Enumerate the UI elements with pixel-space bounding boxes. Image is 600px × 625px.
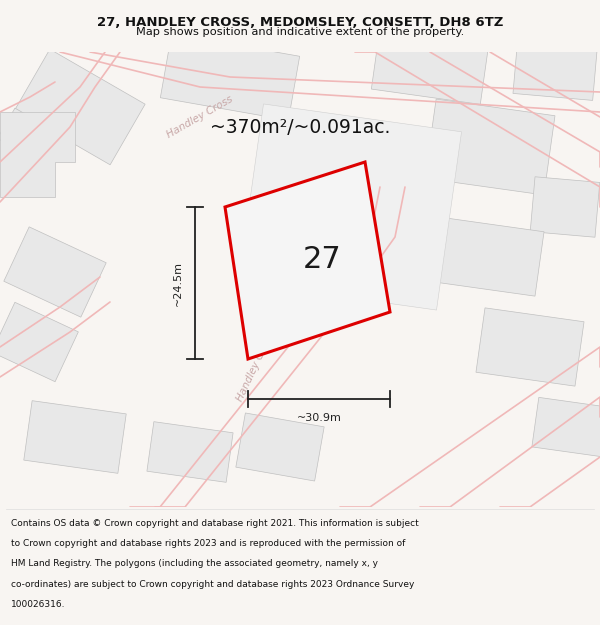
Text: 27: 27: [302, 246, 341, 274]
Polygon shape: [530, 177, 600, 238]
Text: Map shows position and indicative extent of the property.: Map shows position and indicative extent…: [136, 28, 464, 38]
Text: ~370m²/~0.091ac.: ~370m²/~0.091ac.: [210, 118, 390, 137]
Polygon shape: [238, 104, 461, 310]
Text: ~30.9m: ~30.9m: [296, 413, 341, 423]
Polygon shape: [160, 34, 299, 120]
Polygon shape: [4, 227, 106, 317]
Polygon shape: [425, 99, 555, 195]
Polygon shape: [532, 398, 600, 457]
Polygon shape: [236, 413, 324, 481]
Polygon shape: [0, 112, 75, 197]
Text: Handley Cross: Handley Cross: [235, 331, 275, 403]
Text: ~24.5m: ~24.5m: [173, 261, 183, 306]
Text: 27, HANDLEY CROSS, MEDOMSLEY, CONSETT, DH8 6TZ: 27, HANDLEY CROSS, MEDOMSLEY, CONSETT, D…: [97, 16, 503, 29]
Text: to Crown copyright and database rights 2023 and is reproduced with the permissio: to Crown copyright and database rights 2…: [11, 539, 405, 548]
Polygon shape: [24, 401, 126, 473]
Polygon shape: [147, 422, 233, 482]
Polygon shape: [476, 308, 584, 386]
Text: Handley Cross: Handley Cross: [165, 94, 235, 140]
Polygon shape: [0, 108, 62, 166]
Polygon shape: [436, 218, 544, 296]
Polygon shape: [225, 162, 390, 359]
Text: Contains OS data © Crown copyright and database right 2021. This information is : Contains OS data © Crown copyright and d…: [11, 519, 419, 528]
Polygon shape: [0, 302, 79, 382]
Polygon shape: [15, 49, 145, 165]
Polygon shape: [371, 29, 488, 104]
Polygon shape: [513, 44, 597, 101]
Text: HM Land Registry. The polygons (including the associated geometry, namely x, y: HM Land Registry. The polygons (includin…: [11, 559, 378, 568]
Text: co-ordinates) are subject to Crown copyright and database rights 2023 Ordnance S: co-ordinates) are subject to Crown copyr…: [11, 580, 414, 589]
Text: 100026316.: 100026316.: [11, 600, 65, 609]
